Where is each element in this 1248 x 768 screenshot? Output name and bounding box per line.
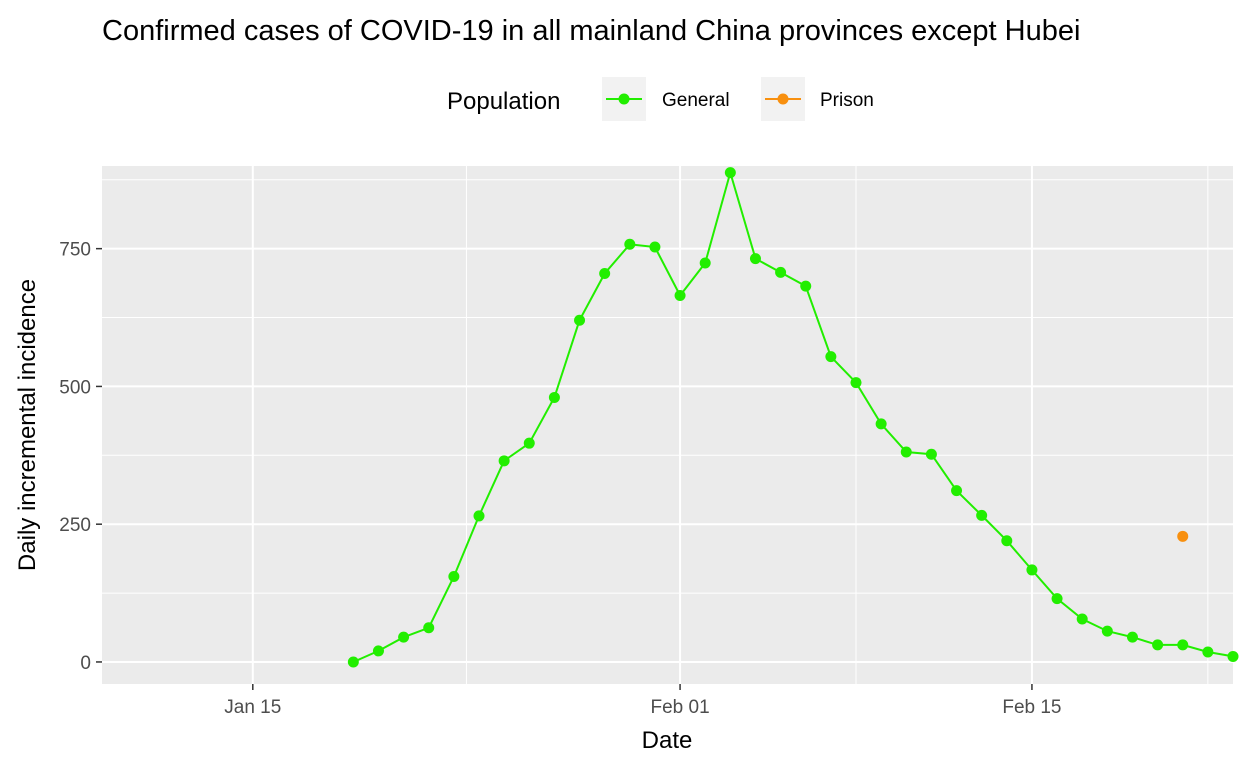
data-point-general <box>1152 639 1164 651</box>
y-axis-title: Daily incremental incidence <box>14 279 41 571</box>
data-point-general <box>398 631 410 643</box>
x-axis-title: Date <box>642 727 693 754</box>
data-point-general <box>498 455 510 467</box>
data-point-general <box>1177 639 1189 651</box>
chart-title: Confirmed cases of COVID-19 in all mainl… <box>102 15 1080 47</box>
data-point-general <box>1001 535 1013 547</box>
data-point-general <box>749 253 761 265</box>
data-point-general <box>1026 564 1038 576</box>
data-point-general <box>473 510 485 522</box>
data-point-general <box>875 418 887 430</box>
data-point-general <box>599 267 611 279</box>
data-point-general <box>548 391 560 403</box>
data-point-prison <box>1177 530 1189 542</box>
data-point-general <box>1227 650 1239 662</box>
data-point-general <box>1126 631 1138 643</box>
x-tick-label: Feb 15 <box>1002 697 1061 718</box>
data-point-general <box>900 446 912 458</box>
data-point-general <box>347 656 359 668</box>
legend-key-point <box>618 93 630 105</box>
data-point-general <box>1202 646 1214 658</box>
data-point-general <box>976 509 988 521</box>
y-tick-label: 500 <box>59 377 91 398</box>
legend-item-general: General <box>602 77 730 121</box>
data-point-general <box>523 437 535 449</box>
legend-title: Population <box>447 88 560 115</box>
data-point-general <box>850 377 862 389</box>
data-point-general <box>724 167 736 179</box>
data-point-general <box>1101 625 1113 637</box>
data-point-general <box>624 238 636 250</box>
plot-panel <box>102 166 1233 684</box>
data-point-general <box>800 280 812 292</box>
data-point-general <box>448 571 460 583</box>
data-point-general <box>372 645 384 657</box>
axes: 0 250 500 750 Jan 15 Feb 01 Feb 15 <box>59 240 1061 718</box>
y-tick-label: 250 <box>59 515 91 536</box>
data-point-general <box>674 290 686 301</box>
data-point-general <box>775 266 787 278</box>
data-point-general <box>574 314 586 326</box>
data-point-general <box>699 257 711 269</box>
x-tick-label: Jan 15 <box>224 697 281 718</box>
legend: Population General Prison <box>447 77 874 121</box>
y-tick-label: 750 <box>59 240 91 261</box>
legend-key-point <box>777 93 789 105</box>
grid <box>102 166 1233 684</box>
data-point-general <box>951 485 963 497</box>
data-point-general <box>825 351 837 363</box>
data-point-general <box>423 622 435 634</box>
series-layer <box>347 167 1239 668</box>
legend-item-prison: Prison <box>761 77 874 121</box>
legend-items: General Prison <box>602 77 874 121</box>
x-tick-label: Feb 01 <box>650 697 709 718</box>
y-tick-label: 0 <box>80 653 91 674</box>
data-point-general <box>925 448 937 460</box>
legend-label: Prison <box>820 90 874 111</box>
data-point-general <box>1051 593 1063 605</box>
data-point-general <box>649 241 661 253</box>
legend-label: General <box>662 90 730 111</box>
data-point-general <box>1076 613 1088 625</box>
